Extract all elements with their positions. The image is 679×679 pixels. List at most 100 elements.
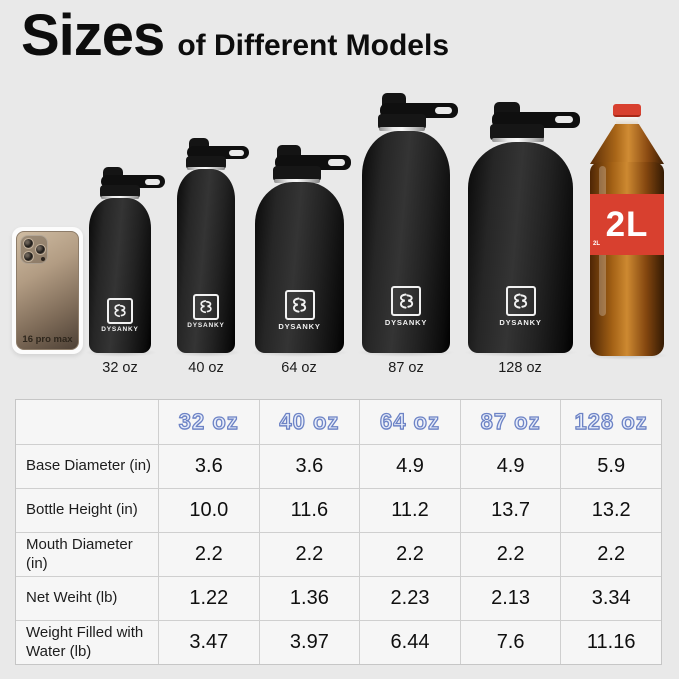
brand-logo-icon bbox=[193, 294, 219, 320]
cell-value: 11.2 bbox=[360, 489, 460, 532]
col-header-32oz: 32 oz bbox=[159, 400, 259, 444]
title-subtitle: of Different Models bbox=[177, 29, 449, 62]
bottle-cap-base bbox=[273, 166, 321, 181]
brand-logo-icon bbox=[505, 286, 536, 316]
cell-value: 11.6 bbox=[259, 489, 360, 532]
brand-logo: DYSANKY bbox=[468, 286, 573, 327]
bottle-neck-ring bbox=[379, 127, 425, 131]
cola-bottle-2l: 2L 2L bbox=[590, 104, 664, 356]
row-label-base-diameter: Base Diameter (in) bbox=[16, 445, 158, 488]
cell-value: 2.23 bbox=[360, 577, 460, 620]
brand-name: DYSANKY bbox=[187, 322, 225, 329]
cell-value: 5.9 bbox=[561, 445, 661, 488]
bottle-body: DYSANKY bbox=[468, 142, 573, 353]
bottle-40oz: DYSANKY bbox=[177, 138, 249, 353]
bottle-32oz: DYSANKY bbox=[89, 167, 165, 353]
cell-value: 1.22 bbox=[159, 577, 259, 620]
brand-logo: DYSANKY bbox=[89, 298, 151, 333]
cell-value: 3.6 bbox=[259, 445, 360, 488]
bottle-cap-base bbox=[490, 124, 544, 140]
page-title: Sizes of Different Models bbox=[21, 2, 449, 69]
cell-value: 7.6 bbox=[460, 621, 561, 664]
brand-name: DYSANKY bbox=[278, 322, 321, 331]
bottle-neck-ring bbox=[492, 138, 544, 142]
brand-name: DYSANKY bbox=[101, 326, 139, 333]
cell-value: 2.2 bbox=[360, 533, 460, 576]
brand-name: DYSANKY bbox=[384, 318, 428, 327]
cola-volume-label: 2L bbox=[605, 204, 649, 244]
brand-logo-icon bbox=[284, 290, 315, 320]
col-header-87oz: 87 oz bbox=[460, 400, 561, 444]
cell-value: 11.16 bbox=[561, 621, 661, 664]
cell-value: 2.2 bbox=[460, 533, 561, 576]
handle-hole bbox=[328, 159, 345, 166]
table-corner-cell bbox=[16, 400, 158, 444]
bottle-body: DYSANKY bbox=[255, 182, 344, 353]
brand-logo-icon bbox=[107, 298, 133, 324]
row-label-net-weight: Net Weiht (lb) bbox=[16, 577, 158, 620]
brand-logo: DYSANKY bbox=[362, 286, 450, 327]
phone-camera-module bbox=[20, 235, 48, 264]
cell-value: 13.7 bbox=[460, 489, 561, 532]
handle-hole bbox=[435, 107, 452, 114]
bottle-cap-base bbox=[100, 185, 140, 198]
cell-value: 13.2 bbox=[561, 489, 661, 532]
cell-value: 10.0 bbox=[159, 489, 259, 532]
camera-lens-icon bbox=[35, 244, 46, 255]
bottle-cap-handle bbox=[187, 146, 249, 159]
cola-foot bbox=[590, 324, 664, 356]
phone-image: 16 pro max bbox=[16, 231, 79, 350]
title-main: Sizes bbox=[21, 3, 165, 68]
cola-volume-small-label: 2L bbox=[593, 241, 601, 247]
camera-flash-icon bbox=[41, 257, 45, 261]
cell-value: 2.13 bbox=[460, 577, 561, 620]
cell-value: 3.97 bbox=[259, 621, 360, 664]
col-header-128oz: 128 oz bbox=[561, 400, 661, 444]
cell-value: 2.2 bbox=[259, 533, 360, 576]
cola-cap bbox=[613, 104, 641, 117]
brand-logo-icon bbox=[391, 286, 421, 316]
bottle-neck-ring bbox=[187, 167, 225, 170]
phone-scale-card: 16 pro max bbox=[12, 227, 83, 354]
bottle-cap-handle bbox=[101, 175, 165, 188]
cell-value: 3.6 bbox=[159, 445, 259, 488]
bottle-neck-ring bbox=[101, 196, 139, 199]
cell-value: 1.36 bbox=[259, 577, 360, 620]
bottle-body: DYSANKY bbox=[177, 169, 235, 353]
handle-hole bbox=[145, 179, 160, 185]
cell-value: 4.9 bbox=[360, 445, 460, 488]
cola-label-band: 2L 2L bbox=[590, 194, 664, 255]
cell-value: 6.44 bbox=[360, 621, 460, 664]
spec-table: 32 oz 40 oz 64 oz 87 oz 128 oz Base Diam… bbox=[15, 399, 662, 665]
bottle-87oz: DYSANKY bbox=[362, 93, 458, 353]
row-label-bottle-height: Bottle Height (in) bbox=[16, 489, 158, 532]
col-header-64oz: 64 oz bbox=[360, 400, 460, 444]
bottle-size-label-32oz: 32 oz bbox=[102, 360, 138, 376]
cell-value: 3.34 bbox=[561, 577, 661, 620]
phone-label: 16 pro max bbox=[22, 334, 73, 345]
bottle-128oz: DYSANKY bbox=[468, 102, 580, 353]
row-label-mouth-diameter: Mouth Diameter (in) bbox=[16, 533, 158, 576]
bottle-neck-ring bbox=[274, 179, 320, 183]
brand-logo: DYSANKY bbox=[177, 294, 235, 329]
brand-logo: DYSANKY bbox=[255, 290, 344, 331]
cola-neck bbox=[616, 117, 638, 125]
bottle-64oz: DYSANKY bbox=[255, 145, 351, 353]
cell-value: 3.47 bbox=[159, 621, 259, 664]
cell-value: 4.9 bbox=[460, 445, 561, 488]
col-header-40oz: 40 oz bbox=[259, 400, 360, 444]
camera-lens-icon bbox=[23, 251, 34, 262]
cola-shoulder bbox=[590, 124, 664, 164]
bottle-size-label-64oz: 64 oz bbox=[281, 360, 317, 376]
bottle-cap-base bbox=[186, 156, 226, 169]
handle-hole bbox=[229, 150, 244, 156]
bottle-body: DYSANKY bbox=[362, 131, 450, 353]
bottle-size-label-87oz: 87 oz bbox=[388, 360, 424, 376]
row-label-filled-weight: Weight Filled with Water (lb) bbox=[16, 621, 158, 664]
bottle-body: DYSANKY bbox=[89, 198, 151, 353]
bottle-size-label-128oz: 128 oz bbox=[498, 360, 542, 376]
bottle-cap-base bbox=[378, 114, 426, 129]
handle-hole bbox=[555, 116, 573, 123]
cell-value: 2.2 bbox=[561, 533, 661, 576]
